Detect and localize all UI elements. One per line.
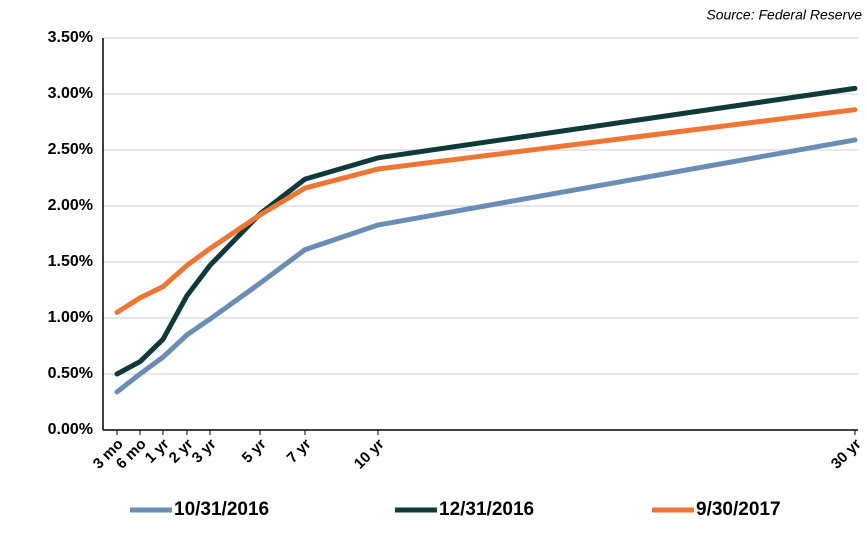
y-tick-label: 0.00% bbox=[48, 421, 93, 438]
series-line bbox=[114, 107, 858, 315]
y-tick-label: 0.50% bbox=[48, 365, 93, 382]
y-tick-label: 3.00% bbox=[48, 85, 93, 102]
legend-label: 12/31/2016 bbox=[439, 499, 534, 520]
y-tick-label: 2.00% bbox=[48, 197, 93, 214]
x-tick-label: 3 yr bbox=[189, 436, 220, 467]
y-tick-label: 3.50% bbox=[48, 29, 93, 46]
y-tick-label: 1.00% bbox=[48, 309, 93, 326]
legend-label: 9/30/2017 bbox=[696, 499, 781, 520]
x-tick-label: 30 yr bbox=[828, 436, 865, 473]
x-tick-label: 7 yr bbox=[284, 436, 315, 467]
series-line bbox=[114, 85, 858, 377]
legend-label: 10/31/2016 bbox=[174, 499, 269, 520]
source-note: Source: Federal Reserve bbox=[706, 7, 862, 23]
x-tick-label: 10 yr bbox=[351, 436, 388, 473]
y-tick-label: 2.50% bbox=[48, 141, 93, 158]
x-tick-label: 5 yr bbox=[239, 436, 270, 467]
series-line bbox=[114, 137, 858, 395]
y-tick-label: 1.50% bbox=[48, 253, 93, 270]
